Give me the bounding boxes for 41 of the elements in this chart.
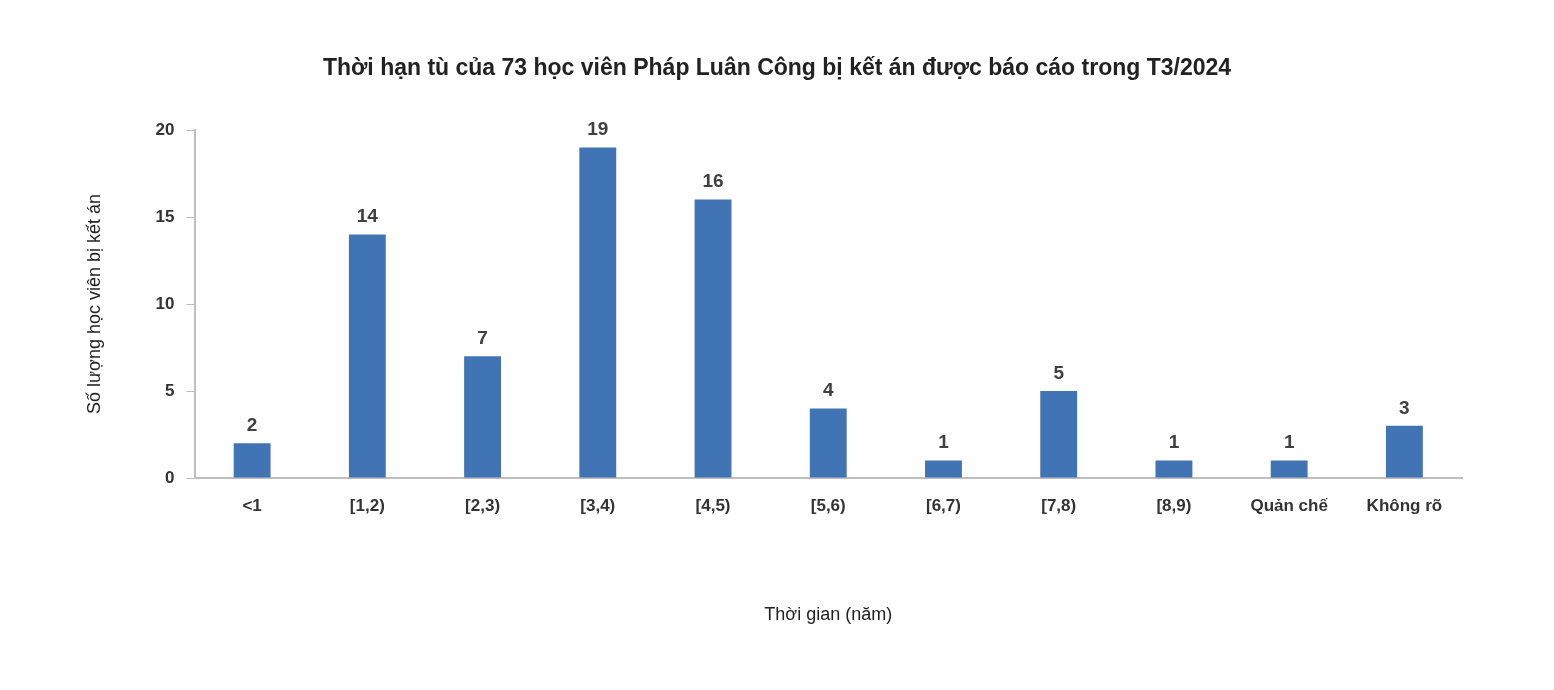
bar — [925, 460, 962, 478]
data-label: 1 — [1168, 431, 1180, 453]
y-axis-title: Số lượng học viên bị kết án — [83, 194, 104, 414]
data-label: 3 — [1399, 396, 1410, 418]
data-label: 1 — [938, 431, 950, 453]
data-label: 19 — [587, 118, 609, 140]
y-tick-label: 20 — [155, 119, 175, 139]
bar — [348, 234, 386, 478]
chart-title: Thời hạn tù của 73 học viên Pháp Luân Công bị kết án được báo cáo trong T3/2024 — [321, 54, 1233, 81]
bar — [233, 443, 271, 478]
x-tick-label: [3,4) — [580, 495, 616, 515]
bar — [464, 356, 502, 478]
data-label: 5 — [1053, 361, 1065, 383]
y-tick-label: 5 — [165, 380, 175, 400]
bar — [1040, 391, 1078, 478]
x-tick-label: [7,8) — [1041, 495, 1077, 515]
x-tick-label: <1 — [242, 495, 262, 515]
data-label: 16 — [702, 170, 724, 192]
x-tick-label: [5,6) — [810, 495, 846, 515]
bar — [1385, 425, 1423, 478]
data-label: 1 — [1283, 431, 1295, 453]
bar — [694, 199, 732, 478]
y-tick-label: 15 — [155, 206, 175, 226]
bar — [809, 408, 847, 478]
x-tick-label: [1,2) — [349, 495, 385, 515]
y-tick-label: 10 — [155, 293, 175, 313]
bar — [1270, 460, 1308, 478]
x-tick-label: [6,7) — [926, 495, 961, 515]
x-tick-label: [8,9) — [1156, 495, 1192, 515]
bar — [579, 147, 617, 478]
data-label: 2 — [246, 413, 258, 435]
bar — [1155, 460, 1193, 478]
x-tick-label: Không rõ — [1366, 495, 1443, 515]
x-tick-label: Quản chế — [1250, 495, 1329, 515]
x-tick-label: [2,3) — [465, 495, 501, 515]
data-label: 7 — [477, 326, 488, 348]
x-axis-title: Thời gian (năm) — [764, 604, 893, 625]
y-tick-label: 0 — [165, 467, 175, 487]
data-label: 14 — [356, 205, 379, 227]
x-tick-label: [4,5) — [695, 495, 731, 515]
data-label: 4 — [822, 379, 834, 401]
